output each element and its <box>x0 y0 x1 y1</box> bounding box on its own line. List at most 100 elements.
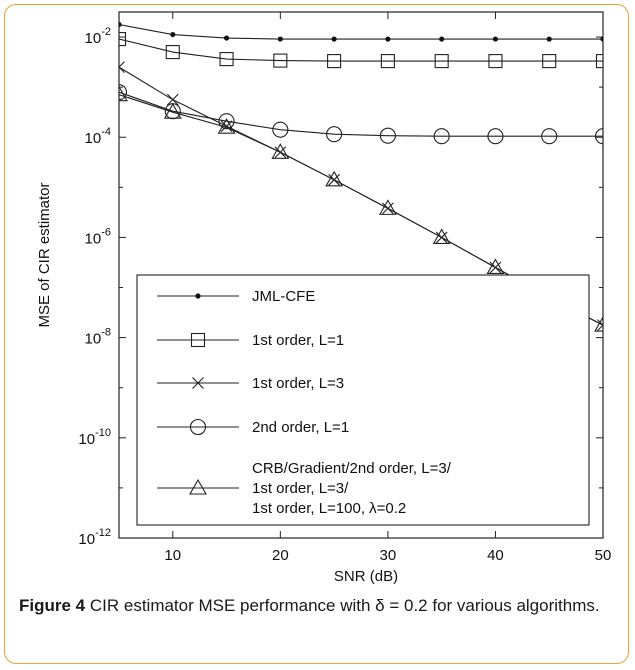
series-point <box>597 319 603 331</box>
series-point <box>595 54 603 69</box>
series-point <box>432 228 451 244</box>
legend-marker <box>189 418 207 436</box>
x-tick-label: 40 <box>487 547 504 564</box>
legend-label-line: 1st order, L=1 <box>252 332 344 349</box>
series-point <box>119 85 128 102</box>
series-point <box>163 103 182 119</box>
legend-entry: 2nd order, L=1 <box>157 418 349 436</box>
y-tick-exponent: -8 <box>101 327 111 339</box>
series-point <box>486 258 505 275</box>
legend-label: 2nd order, L=1 <box>252 419 349 436</box>
y-tick-label: 10-8 <box>85 327 111 348</box>
legend-marker <box>195 293 201 299</box>
x-tick-label: 10 <box>164 547 181 564</box>
series-point <box>380 54 395 69</box>
series-point <box>272 121 289 138</box>
y-tick-base: 10 <box>78 531 95 548</box>
series-point <box>594 315 603 332</box>
legend-entry: JML-CFE <box>157 288 315 305</box>
legend-label-line: 1st order, L=100, λ=0.2 <box>252 500 406 517</box>
figure-frame <box>4 4 629 664</box>
series-1 <box>119 32 603 69</box>
legend-marker <box>192 377 204 389</box>
y-tick-exponent: -6 <box>101 226 111 238</box>
legend-box <box>136 274 590 526</box>
x-tick-label: 30 <box>380 547 397 564</box>
series-point <box>326 126 343 143</box>
series-point <box>220 120 233 133</box>
series-3 <box>119 84 603 145</box>
series-point <box>542 54 557 69</box>
series-line <box>119 91 603 137</box>
series-point <box>119 32 127 47</box>
axes-box <box>118 11 604 539</box>
legend-marker <box>189 478 207 495</box>
series-point <box>331 36 337 42</box>
x-tick-label: 50 <box>595 547 612 564</box>
series-point <box>277 36 283 42</box>
y-axis-label: MSE of CIR estimator <box>36 182 53 327</box>
series-point <box>223 35 230 41</box>
legend-entry: CRB/Gradient/2nd order, L=3/1st order, L… <box>157 460 452 517</box>
series-point <box>119 84 128 101</box>
series-point <box>166 93 179 106</box>
legend-entry: 1st order, L=3 <box>157 375 344 392</box>
y-tick-label: 10-4 <box>85 126 111 147</box>
legend-label-line: JML-CFE <box>252 288 315 305</box>
y-tick-exponent: -12 <box>95 527 111 539</box>
y-tick-base: 10 <box>85 130 102 147</box>
series-line <box>119 38 603 62</box>
series-point <box>379 127 396 144</box>
legend-label-line: 1st order, L=3 <box>252 375 344 392</box>
y-tick-base: 10 <box>85 331 102 348</box>
series-point <box>541 128 558 145</box>
series-point <box>600 36 603 42</box>
series-point <box>219 52 234 67</box>
series-point <box>385 36 391 42</box>
y-tick-base: 10 <box>85 30 102 47</box>
series-point <box>165 45 180 60</box>
y-tick-label: 10-10 <box>78 427 111 448</box>
legend-label: JML-CFE <box>252 288 315 305</box>
series-point <box>273 53 288 68</box>
legend-label-line: CRB/Gradient/2nd order, L=3/ <box>252 460 452 477</box>
figure-caption: Figure 4 CIR estimator MSE performance w… <box>19 594 619 618</box>
series-point <box>325 170 344 187</box>
legend-label-line: 2nd order, L=1 <box>252 419 349 436</box>
series-point <box>488 54 503 69</box>
y-tick-label: 10-12 <box>78 527 111 548</box>
caption-text: CIR estimator MSE performance with δ = 0… <box>89 596 600 615</box>
y-tick-exponent: -10 <box>95 427 111 439</box>
y-tick-base: 10 <box>78 431 95 448</box>
series-point <box>217 118 236 134</box>
y-tick-base: 10 <box>85 230 102 247</box>
series-point <box>218 113 235 130</box>
legend-entry: 1st order, L=1 <box>157 332 344 349</box>
series-point <box>594 128 603 145</box>
series-point <box>439 36 445 42</box>
y-tick-exponent: -4 <box>101 126 111 138</box>
legend-label: 1st order, L=1 <box>252 332 344 349</box>
legend-label: CRB/Gradient/2nd order, L=3/1st order, L… <box>252 460 452 517</box>
series-point <box>434 54 449 69</box>
series-point <box>119 61 125 73</box>
series-point <box>271 143 290 159</box>
legend-label-line: 1st order, L=3/ <box>252 480 349 497</box>
caption-label: Figure 4 <box>19 596 90 615</box>
series-point <box>327 54 342 69</box>
series-point <box>378 199 397 215</box>
legend-label: 1st order, L=3 <box>252 375 344 392</box>
series-point <box>492 36 499 42</box>
series-point <box>170 31 176 38</box>
y-tick-exponent: -2 <box>101 26 111 38</box>
series-point <box>119 21 122 28</box>
y-tick-label: 10-2 <box>85 26 111 47</box>
x-tick-label: 20 <box>272 547 289 564</box>
series-0 <box>119 21 603 42</box>
legend-marker <box>190 332 206 348</box>
series-line <box>119 23 603 40</box>
series-point <box>546 36 552 42</box>
x-axis-label: SNR (dB) <box>334 568 398 585</box>
